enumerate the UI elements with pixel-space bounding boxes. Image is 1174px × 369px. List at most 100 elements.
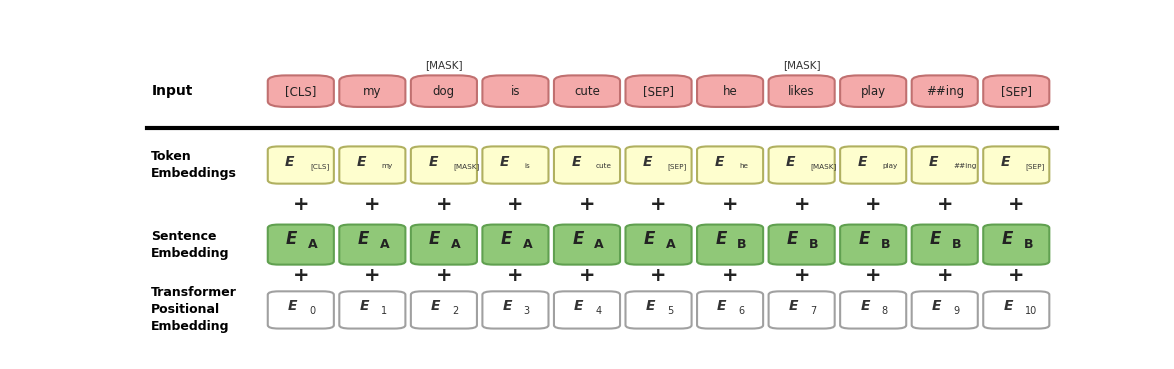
Text: likes: likes [788,85,815,98]
Text: [CLS]: [CLS] [310,163,329,169]
FancyBboxPatch shape [339,225,405,265]
Text: 3: 3 [524,306,529,315]
Text: is: is [525,163,531,169]
Text: E: E [429,155,438,169]
Text: E: E [932,299,942,313]
Text: E: E [785,155,796,169]
Text: [MASK]: [MASK] [453,163,479,169]
Text: Transformer
Positional
Embedding: Transformer Positional Embedding [151,286,237,334]
Text: E: E [643,231,655,248]
Text: B: B [809,238,818,251]
Text: my: my [382,163,392,169]
Text: A: A [594,238,603,251]
Text: he: he [723,85,737,98]
FancyBboxPatch shape [984,225,1050,265]
Text: Input: Input [151,84,193,98]
Text: 2: 2 [452,306,458,315]
Text: B: B [952,238,962,251]
Text: +: + [794,195,810,214]
Text: he: he [740,163,748,169]
Text: 1: 1 [380,306,386,315]
Text: E: E [502,299,512,313]
FancyBboxPatch shape [483,146,548,184]
Text: +: + [722,195,738,214]
Text: E: E [643,155,653,169]
FancyBboxPatch shape [268,292,333,328]
Text: +: + [722,266,738,285]
Text: E: E [286,231,297,248]
Text: Token
Embeddings: Token Embeddings [151,150,237,180]
FancyBboxPatch shape [769,225,835,265]
FancyBboxPatch shape [339,75,405,107]
Text: +: + [292,195,309,214]
Text: my: my [363,85,382,98]
Text: E: E [358,231,369,248]
Text: +: + [650,195,667,214]
Text: A: A [379,238,390,251]
Text: +: + [865,195,882,214]
FancyBboxPatch shape [554,75,620,107]
FancyBboxPatch shape [697,146,763,184]
FancyBboxPatch shape [483,75,548,107]
Text: 5: 5 [667,306,673,315]
Text: +: + [650,266,667,285]
Text: E: E [574,299,583,313]
FancyBboxPatch shape [339,292,405,328]
Text: +: + [1008,266,1025,285]
Text: [MASK]: [MASK] [783,60,821,70]
FancyBboxPatch shape [554,146,620,184]
Text: E: E [858,231,870,248]
Text: 7: 7 [810,306,816,315]
Text: E: E [929,155,938,169]
Text: +: + [436,266,452,285]
Text: 6: 6 [738,306,744,315]
FancyBboxPatch shape [268,146,333,184]
Text: E: E [715,155,724,169]
FancyBboxPatch shape [554,292,620,328]
Text: ##ing: ##ing [953,163,977,169]
Text: E: E [857,155,868,169]
Text: +: + [292,266,309,285]
FancyBboxPatch shape [626,292,691,328]
FancyBboxPatch shape [984,146,1050,184]
Text: E: E [359,299,369,313]
FancyBboxPatch shape [912,225,978,265]
Text: dog: dog [433,85,456,98]
FancyBboxPatch shape [697,292,763,328]
Text: +: + [364,195,380,214]
Text: A: A [308,238,318,251]
Text: +: + [507,195,524,214]
Text: [SEP]: [SEP] [643,85,674,98]
Text: E: E [285,155,295,169]
Text: E: E [357,155,366,169]
Text: 4: 4 [595,306,601,315]
Text: +: + [1008,195,1025,214]
FancyBboxPatch shape [411,225,477,265]
Text: is: is [511,85,520,98]
Text: cute: cute [574,85,600,98]
FancyBboxPatch shape [626,75,691,107]
FancyBboxPatch shape [483,225,548,265]
Text: 10: 10 [1025,306,1037,315]
Text: 9: 9 [953,306,959,315]
Text: E: E [431,299,440,313]
Text: E: E [1000,155,1010,169]
Text: E: E [646,299,655,313]
Text: Sentence
Embedding: Sentence Embedding [151,230,230,260]
FancyBboxPatch shape [626,146,691,184]
Text: +: + [937,266,953,285]
Text: E: E [572,155,581,169]
Text: E: E [930,231,942,248]
FancyBboxPatch shape [697,225,763,265]
Text: E: E [787,231,798,248]
FancyBboxPatch shape [626,225,691,265]
FancyBboxPatch shape [268,225,333,265]
Text: [SEP]: [SEP] [1025,163,1045,169]
Text: +: + [364,266,380,285]
Text: play: play [861,85,885,98]
Text: +: + [436,195,452,214]
Text: B: B [737,238,747,251]
Text: [SEP]: [SEP] [1000,85,1032,98]
FancyBboxPatch shape [841,292,906,328]
FancyBboxPatch shape [912,292,978,328]
